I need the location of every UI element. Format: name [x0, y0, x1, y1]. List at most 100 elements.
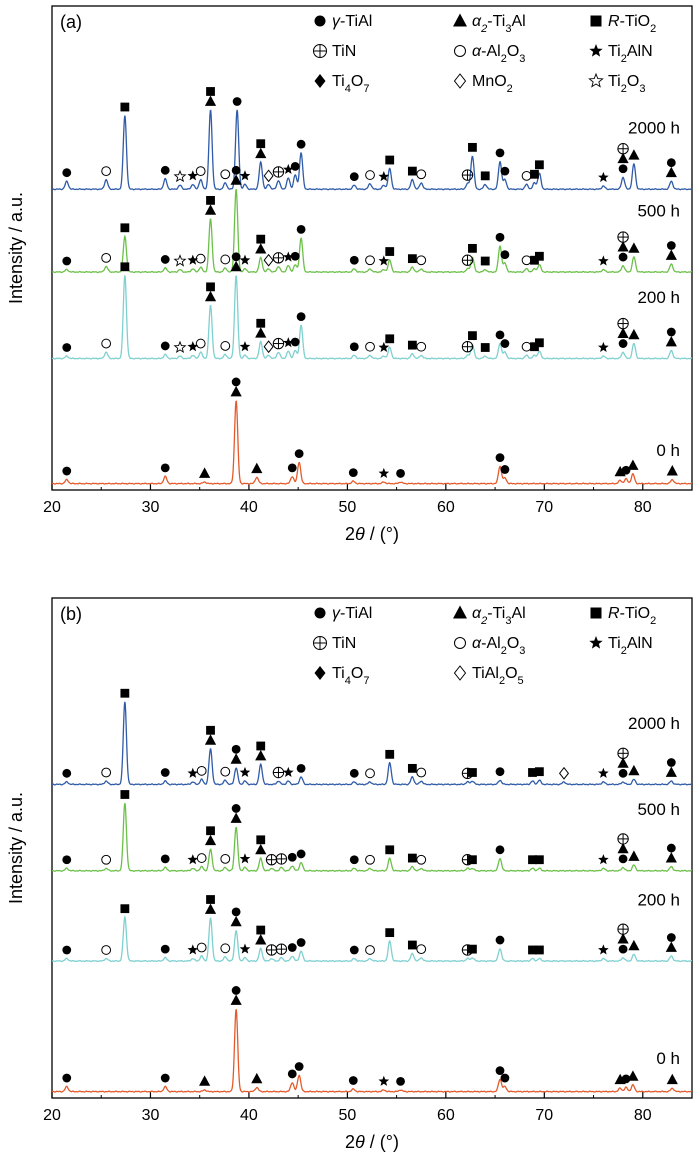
- legend-label: α-Al2O3: [472, 43, 525, 65]
- filled-star-marker: [378, 171, 390, 182]
- filled-star-marker: [187, 767, 199, 778]
- x-axis-label: 2θ / (°): [345, 524, 399, 544]
- legend-label: Ti2AlN: [608, 43, 653, 65]
- filled-triangle-marker: [666, 465, 678, 476]
- filled-circle-marker: [396, 1076, 405, 1086]
- filled-triangle-marker: [204, 834, 217, 846]
- series-label: 500 h: [637, 201, 680, 220]
- open-circle-marker: [365, 768, 375, 779]
- open-circle-marker: [220, 341, 231, 351]
- open-diamond-marker: [263, 253, 274, 267]
- filled-square-marker: [385, 334, 395, 344]
- filled-triangle-marker: [255, 327, 267, 338]
- filled-circle-marker: [231, 804, 241, 813]
- filled-circle-marker: [231, 744, 241, 754]
- x-tick-label: 80: [634, 499, 652, 516]
- filled-square-marker: [534, 338, 544, 348]
- series-label: 2000 h: [628, 714, 680, 733]
- filled-star-marker: [598, 341, 609, 353]
- filled-circle-marker: [495, 453, 505, 462]
- filled-square-marker: [407, 853, 417, 863]
- filled-triangle-marker: [255, 147, 267, 159]
- x-tick-label: 70: [535, 499, 553, 516]
- filled-square-marker: [256, 741, 266, 751]
- filled-triangle-marker: [230, 174, 242, 185]
- filled-square-marker: [407, 166, 417, 176]
- legend-label: TiN: [332, 635, 356, 652]
- filled-square-marker: [206, 195, 215, 205]
- filled-triangle-marker: [230, 812, 242, 823]
- x-tick-label: 60: [437, 1107, 455, 1124]
- x-tick-label: 30: [142, 499, 160, 516]
- circle-plus-marker: [617, 833, 629, 845]
- circle-plus-marker: [617, 231, 629, 243]
- circle-plus-marker: [275, 853, 288, 865]
- open-star-marker: [173, 169, 187, 183]
- filled-triangle-marker: [617, 241, 629, 252]
- legend-entry: γ-TiAl: [314, 13, 372, 30]
- legend-entry: TiN: [313, 635, 356, 652]
- open-star-marker: [173, 254, 187, 267]
- filled-star-marker: [282, 163, 294, 175]
- filled-circle-marker: [396, 469, 405, 478]
- legend-filled-diamond-icon: [314, 74, 326, 88]
- legend-filled-diamond-icon: [314, 666, 326, 680]
- filled-circle-marker: [62, 466, 72, 476]
- filled-circle-marker: [618, 768, 628, 778]
- series-line: [51, 802, 693, 872]
- filled-star-marker: [282, 766, 294, 778]
- open-circle-marker: [365, 854, 375, 865]
- filled-square-marker: [480, 171, 490, 181]
- filled-star-marker: [187, 341, 199, 352]
- series-line: [51, 1008, 693, 1093]
- panel-label: (b): [60, 604, 82, 624]
- filled-square-marker: [120, 102, 130, 112]
- filled-triangle-marker: [251, 1072, 263, 1084]
- filled-circle-marker: [160, 341, 170, 351]
- circle-plus-marker: [272, 766, 285, 779]
- filled-square-marker: [468, 331, 477, 341]
- filled-circle-marker: [621, 465, 631, 475]
- legend-label: γ-TiAl: [332, 605, 372, 622]
- open-circle-marker: [365, 255, 375, 266]
- filled-circle-marker: [666, 241, 676, 250]
- series-label: 500 h: [637, 800, 680, 819]
- chart-panel-b: (b) γ-TiAl α2-Ti3Al R-TiO2 TiN α-Al2O3 Ti2AlN T…: [6, 597, 693, 1152]
- open-star-marker: [173, 340, 187, 354]
- legend-entry: TiAl2O5: [453, 665, 524, 687]
- legend-label: R-TiO2: [608, 13, 656, 35]
- filled-triangle-marker: [230, 753, 242, 764]
- filled-square-marker: [120, 262, 130, 272]
- filled-circle-marker: [296, 312, 306, 322]
- filled-star-marker: [598, 854, 609, 865]
- filled-circle-marker: [287, 852, 297, 862]
- filled-circle-marker: [618, 339, 628, 348]
- legend-filled-circle-icon: [314, 15, 326, 27]
- filled-star-marker: [187, 254, 199, 265]
- series-2000h: 2000 h: [51, 688, 693, 786]
- circle-plus-marker: [461, 254, 474, 266]
- filled-square-marker: [534, 767, 544, 777]
- filled-star-marker: [378, 467, 390, 478]
- filled-star-marker: [239, 766, 251, 778]
- series-500h: 500 h: [51, 165, 693, 274]
- filled-star-marker: [187, 854, 199, 865]
- filled-circle-marker: [62, 168, 72, 178]
- chart-panel-a: (a) γ-TiAl α2-Ti3Al R-TiO2 TiN α-Al2O3 Ti2AlN T…: [6, 5, 693, 544]
- series-label: 2000 h: [628, 119, 680, 138]
- series-0h: 0 h: [51, 377, 693, 485]
- filled-circle-marker: [62, 343, 72, 352]
- series-line: [51, 701, 693, 786]
- x-tick-label: 30: [142, 1107, 160, 1124]
- filled-square-marker: [468, 243, 477, 253]
- filled-square-marker: [468, 768, 477, 777]
- filled-circle-marker: [349, 945, 359, 955]
- legend-entry: α-Al2O3: [454, 635, 525, 657]
- filled-triangle-marker: [230, 994, 242, 1005]
- legend-filled-square-icon: [590, 607, 602, 619]
- filled-circle-marker: [296, 763, 306, 773]
- filled-square-marker: [385, 749, 395, 759]
- filled-square-marker: [206, 725, 215, 735]
- filled-square-marker: [530, 255, 539, 265]
